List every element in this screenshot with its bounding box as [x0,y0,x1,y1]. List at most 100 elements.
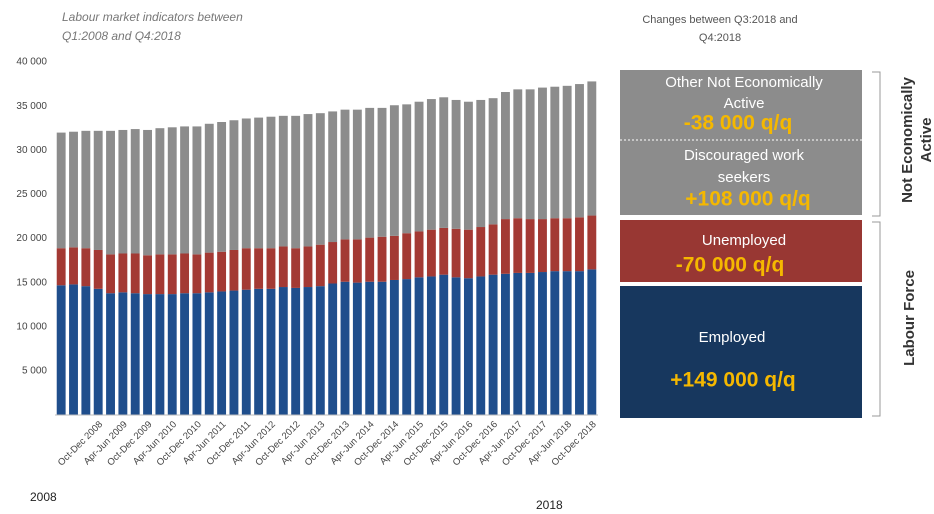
bar-segment [303,246,313,288]
bar-segment [365,237,375,282]
unemployed-box [620,220,862,282]
bar-segment [180,293,190,415]
box-label: seekers [718,169,771,186]
bar-segment [56,248,66,286]
bar-segment [538,219,547,273]
bar-segment [587,81,597,216]
bar-segment [130,253,140,294]
box-label: Employed [699,329,766,346]
bar-segment [81,248,91,287]
bar-segment [192,126,202,255]
bar-segment [513,218,523,273]
bar-segment [266,288,276,415]
bar-segment [550,86,560,219]
change-value: +149 000 q/q [670,369,796,392]
bar-segment [143,255,152,295]
bracket [872,71,881,417]
bar-segment [291,287,301,415]
bar-segment [278,115,288,247]
bar-segment [402,279,412,415]
bar-segment [204,123,214,253]
bar-segment [352,282,362,415]
year-label: 2018 [536,498,563,512]
y-tick-label: 15 000 [16,277,47,288]
bar-segment [106,254,115,294]
bar-segment [291,115,301,249]
bar-segment [106,293,115,415]
bar-segment [377,236,387,282]
bar-segment [118,253,128,293]
bar-segment [562,271,572,415]
bar-segment [192,293,202,415]
bar-segment [414,101,424,232]
bar-segment [143,129,152,256]
y-tick-label: 20 000 [16,233,47,244]
bar-segment [340,109,350,240]
bar-segment [254,248,264,289]
bar-segment [254,117,264,249]
chart-title: Labour market indicators between [62,10,243,24]
year-label: 2008 [30,490,57,504]
bar-segment [439,97,449,228]
bar-segment [180,126,190,254]
box-label: Discouraged work [684,147,805,164]
bar-segment [488,224,498,275]
bar-segment [575,217,584,272]
bar-segment [488,274,498,415]
panel-title: Q4:2018 [699,32,741,44]
bar-segment [180,253,190,294]
bar-segment [241,289,251,415]
bar-segment [476,276,486,415]
change-value: +108 000 q/q [685,188,811,211]
bar-segment [402,104,412,234]
bar-segment [550,218,560,272]
panel-title: Changes between Q3:2018 and [642,14,797,26]
bar-segment [69,131,78,248]
bar-segment [463,278,473,415]
bar-segment [439,227,449,275]
bar-segment [377,107,387,237]
chart-title: Q1:2008 and Q4:2018 [62,29,181,43]
bracket-label: Not Economically [899,76,916,203]
bracket-label: Labour Force [901,270,918,366]
bar-segment [340,239,350,282]
bar-segment [426,99,436,230]
bar-segment [56,285,66,415]
bar-segment [130,129,140,254]
y-tick-label: 30 000 [16,145,47,156]
bar-segment [217,291,227,415]
bar-segment [562,218,572,272]
bar-segment [402,233,412,280]
bar-segment [426,229,436,277]
bar-segment [488,98,498,225]
y-tick-label: 35 000 [16,101,47,112]
bar-segment [155,254,165,295]
bar-segment [254,288,264,415]
bar-segment [501,273,510,415]
bar-segment [130,293,140,415]
change-value: -38 000 q/q [684,112,793,135]
bar-segment [155,294,165,415]
bar-segment [562,85,572,219]
bar-segment [315,286,325,415]
bar-segment [501,92,510,220]
bar-segment [266,248,276,289]
bar-segment [463,229,473,279]
bar-segment [118,129,128,254]
bar-segment [328,283,338,415]
bar-segment [525,89,535,220]
employed-box [620,286,862,418]
bar-segment [143,294,152,415]
y-tick-label: 25 000 [16,189,47,200]
bar-segment [93,249,103,289]
bar-segment [513,89,523,219]
bar-segment [56,132,66,249]
bar-segment [575,84,584,218]
bar-segment [106,130,115,255]
bar-segment [241,118,251,249]
bar-segment [167,254,177,295]
bar-segment [217,251,227,292]
change-value: -70 000 q/q [676,254,785,277]
bar-segment [525,219,535,273]
bar-segment [204,252,214,293]
